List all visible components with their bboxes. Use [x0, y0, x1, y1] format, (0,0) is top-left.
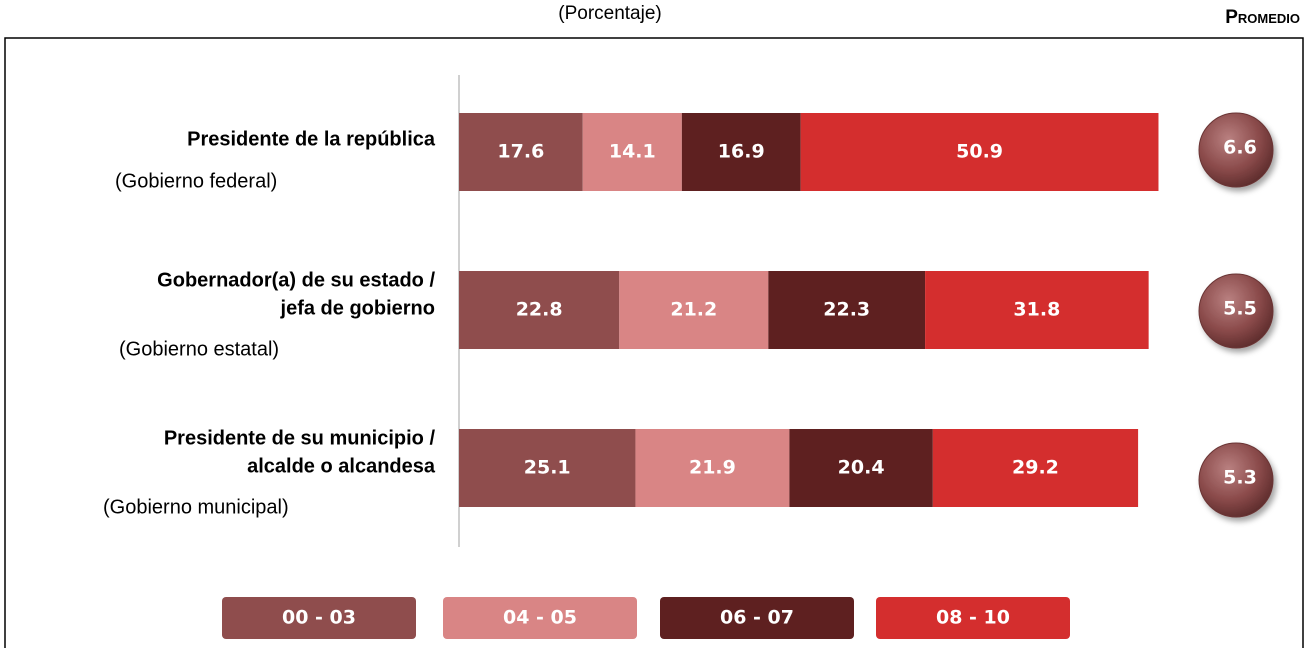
frame [4, 37, 1304, 648]
legend-swatch [660, 597, 854, 639]
bar-segment [800, 113, 1159, 191]
bar-segment [459, 271, 620, 349]
average-ball [1198, 442, 1274, 518]
bar-segment [681, 113, 801, 191]
category-label: Presidente de la república [187, 128, 436, 150]
value-label: 21.9 [689, 457, 736, 479]
subtitle: (Porcentaje) [558, 3, 662, 24]
value-label: 20.4 [838, 457, 885, 479]
category-label: Presidente de su municipio / [164, 427, 436, 449]
category-sublabel: (Gobierno municipal) [103, 496, 289, 518]
value-label: 21.2 [670, 299, 717, 321]
legend-label: 08 - 10 [936, 607, 1010, 629]
average-ball [1198, 273, 1274, 349]
bar-segment [932, 429, 1139, 507]
value-label: 25.1 [524, 457, 571, 479]
category-sublabel: (Gobierno estatal) [119, 338, 279, 360]
average-value: 5.3 [1223, 467, 1257, 489]
category-label: Gobernador(a) de su estado / [157, 269, 435, 291]
legend-swatch [876, 597, 1070, 639]
bar-segment [789, 429, 933, 507]
bar-segment [635, 429, 790, 507]
category-label: jefa de gobierno [280, 297, 435, 319]
bar-segment [768, 271, 926, 349]
legend-swatch [443, 597, 637, 639]
bar-segment [459, 429, 636, 507]
average-ball [1198, 112, 1274, 188]
bar-segment [925, 271, 1149, 349]
legend-label: 06 - 07 [720, 607, 794, 629]
average-label: Promedio [1225, 7, 1300, 28]
bar-segment [582, 113, 682, 191]
legend-label: 04 - 05 [503, 607, 577, 629]
legend-swatch [222, 597, 416, 639]
value-label: 17.6 [497, 141, 544, 163]
category-label: alcalde o alcandesa [247, 455, 436, 477]
average-value: 6.6 [1223, 137, 1257, 159]
bar-segment [619, 271, 769, 349]
category-sublabel: (Gobierno federal) [115, 170, 277, 192]
value-label: 22.3 [823, 299, 870, 321]
value-label: 14.1 [609, 141, 656, 163]
value-label: 50.9 [956, 141, 1003, 163]
value-label: 29.2 [1012, 457, 1059, 479]
value-label: 22.8 [516, 299, 563, 321]
bar-segment [459, 113, 583, 191]
legend-label: 00 - 03 [282, 607, 356, 629]
average-value: 5.5 [1223, 298, 1257, 320]
value-label: 16.9 [718, 141, 765, 163]
value-label: 31.8 [1013, 299, 1060, 321]
